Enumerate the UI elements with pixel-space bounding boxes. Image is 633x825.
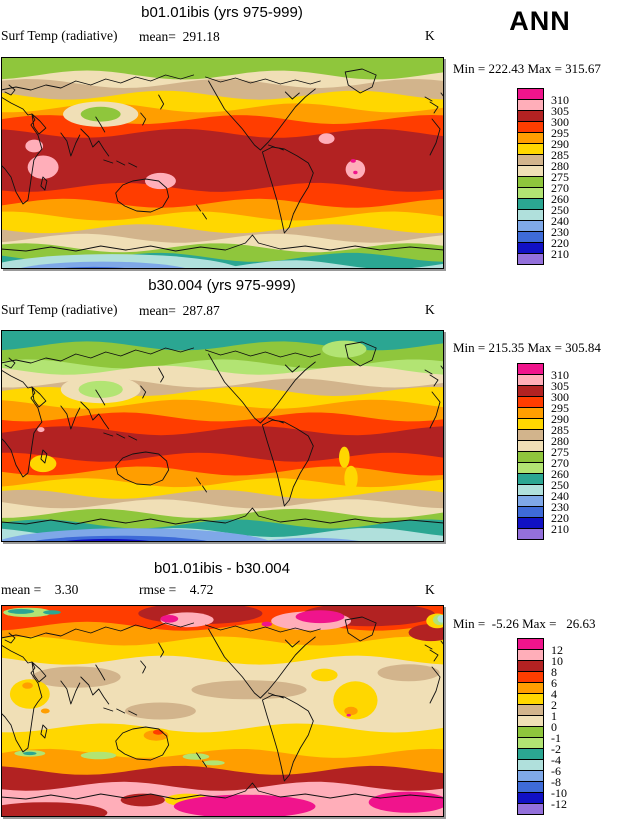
colorbar-tick-label: -2	[551, 742, 561, 756]
colorbar-tick-label: 300	[551, 115, 569, 129]
panel2-title: b30.004 (yrs 975-999)	[148, 277, 296, 294]
colorbar-tick-label: 0	[551, 720, 557, 734]
panel1-title: b01.01ibis (yrs 975-999)	[141, 4, 303, 21]
colorbar-tick-label: 260	[551, 192, 569, 206]
colorbar-tick-label: 220	[551, 236, 569, 250]
colorbar-tick-label: 2	[551, 698, 557, 712]
colorbar-tick-label: 285	[551, 148, 569, 162]
colorbar-tick-label: 210	[551, 247, 569, 261]
colorbar-tick-label: 305	[551, 379, 569, 393]
colorbar-tick-label: 250	[551, 203, 569, 217]
colorbar-tick-label: 310	[551, 93, 569, 107]
colorbar-swatch	[517, 803, 544, 815]
colorbar-tick-label: 280	[551, 159, 569, 173]
colorbar-tick-label: 270	[551, 181, 569, 195]
colorbar-tick-label: -6	[551, 764, 561, 778]
panel1-minmax-label: Min = 222.43 Max = 315.67	[453, 61, 601, 76]
panel1-variable-label: Surf Temp (radiative)	[1, 28, 118, 43]
colorbar-tick-label: 275	[551, 445, 569, 459]
colorbar-tick-label: 10	[551, 654, 563, 668]
panel3-minmax-label: Min = -5.26 Max = 26.63	[453, 616, 596, 631]
panel2-map-svg	[1, 330, 444, 542]
colorbar-tick-label: -8	[551, 775, 561, 789]
colorbar-tick-label: -10	[551, 786, 567, 800]
colorbar-tick-label: 290	[551, 412, 569, 426]
panel1-map-svg	[1, 57, 444, 269]
panel3-mean-label: mean = 3.30	[1, 582, 79, 597]
panel1-mean-label: mean= 291.18	[139, 29, 220, 44]
colorbar-tick-label: 290	[551, 137, 569, 151]
panel3-title: b01.01ibis - b30.004	[154, 560, 290, 577]
season-label: ANN	[509, 6, 571, 36]
colorbar-tick-label: 270	[551, 456, 569, 470]
panel1-map	[1, 57, 444, 269]
colorbar-swatch	[517, 528, 544, 540]
panel3-units-label: K	[425, 582, 435, 597]
colorbar-tick-label: 6	[551, 676, 557, 690]
colorbar-tick-label: 4	[551, 687, 557, 701]
colorbar-tick-label: -12	[551, 797, 567, 811]
colorbar-tick-label: 300	[551, 390, 569, 404]
colorbar-tick-label: 285	[551, 423, 569, 437]
panel1-units-label: K	[425, 28, 435, 43]
colorbar-tick-label: 240	[551, 489, 569, 503]
colorbar-tick-label: 8	[551, 665, 557, 679]
colorbar-tick-label: -4	[551, 753, 561, 767]
panel2-units-label: K	[425, 302, 435, 317]
colorbar-tick-label: 310	[551, 368, 569, 382]
colorbar-tick-label: -1	[551, 731, 561, 745]
colorbar-tick-label: 12	[551, 643, 563, 657]
colorbar-tick-label: 220	[551, 511, 569, 525]
colorbar-tick-label: 230	[551, 500, 569, 514]
colorbar-tick-label: 240	[551, 214, 569, 228]
colorbar-swatch	[517, 253, 544, 265]
panel2-variable-label: Surf Temp (radiative)	[1, 302, 118, 317]
colorbar-tick-label: 260	[551, 467, 569, 481]
panel3-map	[1, 605, 444, 817]
colorbar-tick-label: 250	[551, 478, 569, 492]
colorbar-tick-label: 295	[551, 401, 569, 415]
panel3-rmse-label: rmse = 4.72	[139, 582, 214, 597]
colorbar-tick-label: 230	[551, 225, 569, 239]
panel2-map	[1, 330, 444, 542]
colorbar-tick-label: 275	[551, 170, 569, 184]
colorbar-tick-label: 295	[551, 126, 569, 140]
panel2-mean-label: mean= 287.87	[139, 303, 220, 318]
panel2-minmax-label: Min = 215.35 Max = 305.84	[453, 340, 601, 355]
colorbar-tick-label: 305	[551, 104, 569, 118]
colorbar-tick-label: 280	[551, 434, 569, 448]
panel3-map-svg	[1, 605, 444, 817]
colorbar-tick-label: 1	[551, 709, 557, 723]
colorbar-tick-label: 210	[551, 522, 569, 536]
